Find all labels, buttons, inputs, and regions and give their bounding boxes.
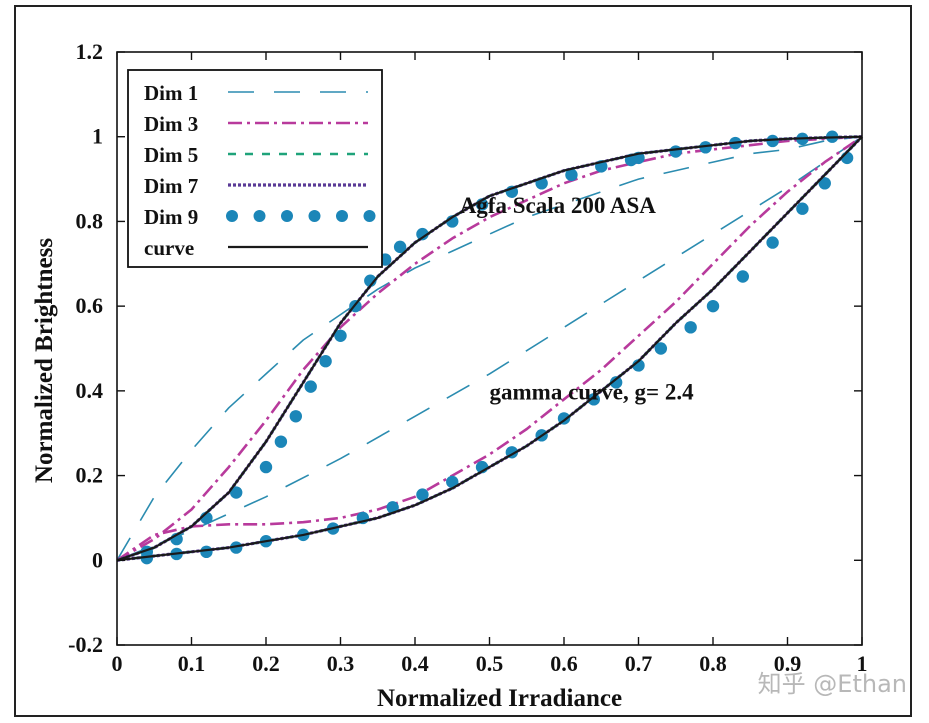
data-point [230, 541, 243, 554]
axes-layer: 0 0.1 0.2 0.3 0.4 0.5 0.6 0.7 0.8 0.9 1 -0.2 0 0.2 0.4… [31, 39, 868, 712]
legend-marker [308, 210, 321, 222]
data-point [736, 270, 749, 283]
legend-marker [336, 210, 348, 222]
legend: Dim 1 Dim 3 Dim 5 Dim 7 Dim 9 curve [127, 69, 383, 268]
data-point [706, 299, 720, 313]
annotations: Agfa Scala 200 ASA gamma curve, g= 2.4 [460, 193, 694, 404]
data-point [818, 177, 831, 190]
data-point [304, 380, 317, 393]
y-tick-label: 1 [92, 124, 103, 149]
series-curve [116, 135, 863, 562]
data-point [364, 274, 377, 287]
legend-marker [281, 210, 293, 222]
legend-label: Dim 1 [144, 81, 198, 105]
legend-marker [226, 210, 238, 222]
x-tick-label: 0.9 [774, 651, 802, 676]
x-tick-label: 0.3 [327, 651, 355, 676]
x-tick-label: 0 [112, 651, 123, 676]
legend-label: Dim 9 [144, 205, 198, 229]
data-point [699, 141, 712, 154]
data-point [766, 134, 779, 148]
x-tick-label: 0.1 [178, 651, 206, 676]
series-dim-9 [140, 130, 854, 565]
y-tick-label: 0.2 [76, 463, 104, 488]
data-point [565, 168, 578, 182]
data-point [259, 460, 273, 474]
x-axis-label: Normalized Irradiance [377, 685, 622, 712]
series-line [116, 135, 863, 561]
x-tick-label: 0.6 [550, 651, 578, 676]
data-point [587, 393, 600, 406]
data-point [200, 545, 213, 559]
series-layer [116, 130, 864, 565]
y-tick-label: 0.8 [76, 208, 104, 233]
x-tick-label: 0.2 [252, 651, 280, 676]
data-point [230, 486, 243, 499]
data-point [393, 240, 407, 254]
y-tick-label: 0 [92, 547, 103, 572]
data-point [274, 435, 288, 448]
legend-label: Dim 7 [144, 174, 198, 198]
data-point [684, 321, 697, 334]
data-point [386, 501, 399, 514]
series-line [116, 135, 863, 562]
data-point [416, 227, 429, 241]
annotation-text: gamma curve, g= 2.4 [490, 379, 695, 404]
data-point [766, 236, 779, 249]
data-point [609, 376, 623, 389]
data-point [140, 551, 153, 565]
legend-item: curve [144, 236, 368, 260]
series-line [116, 135, 863, 562]
series-dim-3 [116, 135, 863, 562]
data-point [669, 145, 682, 158]
y-tick-label: 1.2 [76, 39, 104, 64]
data-point [416, 488, 429, 501]
data-point [334, 329, 347, 342]
series-line [116, 136, 863, 562]
legend-label: curve [144, 236, 194, 260]
x-tick-label: 0.4 [401, 651, 429, 676]
legend-marker [363, 210, 376, 222]
annotation-text: Agfa Scala 200 ASA [460, 193, 657, 218]
y-tick-label: -0.2 [68, 632, 103, 657]
data-point [289, 410, 302, 423]
x-tick-label: 0.8 [699, 651, 727, 676]
series-line [116, 135, 863, 562]
y-axis-label: Normalized Brightness [31, 238, 58, 483]
data-point [446, 475, 459, 489]
watermark-text: 知乎 @Ethan [757, 670, 907, 698]
legend-item: Dim 3 [144, 112, 368, 136]
y-tick-label: 0.6 [76, 293, 104, 318]
data-point [796, 202, 809, 215]
x-tick-label: 1 [857, 651, 868, 676]
legend-marker [253, 210, 266, 222]
figure-frame [14, 5, 912, 717]
data-point [319, 355, 332, 368]
x-tick-label: 0.5 [476, 651, 504, 676]
legend-item: Dim 9 [144, 205, 376, 229]
x-tick-label: 0.7 [625, 651, 653, 676]
data-point [654, 342, 668, 355]
legend-label: Dim 5 [144, 143, 198, 167]
legend-item: Dim 1 [144, 81, 368, 105]
legend-item: Dim 5 [144, 143, 368, 167]
legend-label: Dim 3 [144, 112, 198, 136]
y-tick-label: 0.4 [76, 378, 104, 403]
series-dim-1 [116, 135, 863, 562]
legend-box [127, 69, 383, 268]
legend-item: Dim 7 [144, 174, 368, 198]
